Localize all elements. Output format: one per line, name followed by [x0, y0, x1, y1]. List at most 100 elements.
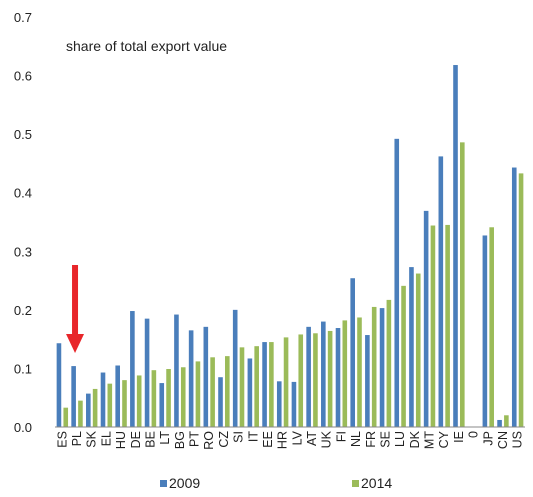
category-label: CY [437, 430, 451, 448]
bar-2014-EE [269, 342, 274, 427]
category-label: IT [246, 431, 260, 442]
bar-2009-ES [56, 343, 62, 427]
bar-2009-IT [247, 358, 253, 427]
bar-2014-FI [342, 320, 348, 427]
category-label: PL [70, 431, 84, 446]
bar-2009-SI [232, 309, 238, 427]
bar-2009-US [511, 167, 517, 427]
bar-2009-BE [144, 318, 150, 427]
y-tick-label: 0.4 [14, 186, 32, 201]
y-tick-label: 0.7 [14, 10, 32, 25]
arrow-shaft [72, 265, 79, 335]
y-tick-label: 0.2 [14, 303, 32, 318]
bar-2009-IE [453, 65, 458, 428]
category-label: HR [276, 431, 290, 449]
bar-2014-BG [180, 367, 186, 427]
bars [56, 65, 524, 428]
bar-2009-AT [306, 326, 311, 427]
category-label: JP [481, 431, 495, 446]
annotation-text: share of total export value [66, 38, 227, 54]
bar-2014-PT [195, 361, 201, 427]
category-label: NL [349, 431, 363, 447]
bar-2014-FR [371, 306, 377, 427]
bar-2009-SE [379, 308, 385, 427]
bar-2014-IT [254, 346, 259, 427]
bar-2009-EL [100, 372, 106, 427]
category-label: MT [423, 431, 437, 449]
bar-2014-PL [78, 400, 83, 427]
bar-2014-SI [239, 347, 245, 427]
y-tick-label: 0.3 [14, 244, 32, 259]
bar-2014-CZ [225, 356, 230, 427]
bar-2014-IE [460, 142, 465, 428]
bar-2014-MT [430, 225, 436, 427]
y-tick-label: 0.5 [14, 127, 32, 142]
bar-2014-SK [92, 388, 98, 427]
bar-2014-US [518, 173, 524, 427]
category-label: CZ [217, 431, 231, 448]
bar-2009-PT [188, 330, 194, 427]
bar-2009-RO [203, 326, 209, 427]
bar-2009-MT [423, 210, 429, 427]
category-label: ES [55, 431, 69, 448]
legend-label-2009: 2009 [169, 475, 200, 491]
category-label: PT [188, 431, 202, 447]
bar-2009-SK [86, 393, 91, 427]
bar-2014-LT [166, 369, 171, 427]
bar-2014-HR [283, 337, 289, 427]
bar-2014-NL [357, 317, 362, 427]
bar-2014-CN [504, 415, 509, 427]
bar-2009-LT [159, 383, 165, 427]
category-label: BE [143, 431, 157, 448]
bar-2009-FR [365, 335, 370, 427]
y-axis: 0.0 0.1 0.2 0.3 0.4 0.5 0.6 0.7 [14, 10, 32, 435]
bar-2009-HR [276, 381, 282, 427]
bar-2014-BE [151, 370, 157, 427]
category-label: 0 [467, 431, 481, 438]
category-label: DE [129, 431, 143, 448]
category-labels: ES PL SK EL HU DE BE LT BG PT RO CZ SI IT EE HR LV AT UK FI… [55, 430, 524, 449]
bar-2014-DK [415, 273, 421, 427]
bar-2014-CY [445, 224, 450, 427]
category-label: EL [99, 431, 113, 446]
bar-2014-UK [327, 330, 333, 427]
bar-2009-DK [409, 267, 414, 427]
bar-2009-CZ [218, 377, 223, 427]
category-label: BG [173, 431, 187, 449]
bar-2009-EE [262, 342, 267, 427]
bar-2014-RO [210, 357, 215, 427]
red-arrow-icon [66, 265, 85, 353]
category-label: CN [496, 431, 510, 449]
arrow-head [66, 334, 85, 353]
bar-2014-LU [401, 285, 406, 427]
y-tick-label: 0.6 [14, 69, 32, 84]
category-label: FI [334, 431, 348, 442]
y-tick-label: 0.1 [14, 361, 32, 376]
category-label: SE [378, 431, 392, 448]
bar-2014-AT [313, 333, 318, 427]
bar-2014-JP [489, 227, 494, 427]
category-label: FR [364, 431, 378, 448]
bar-2009-UK [321, 321, 326, 427]
category-label: SI [232, 431, 246, 443]
bar-2014-SE [386, 299, 392, 427]
bar-2014-ES [63, 407, 69, 427]
category-label: AT [305, 431, 319, 446]
legend-label-2014: 2014 [361, 475, 392, 491]
category-label: IE [452, 431, 466, 443]
category-label: UK [320, 430, 334, 448]
bar-2009-DE [130, 311, 135, 427]
bar-2009-LV [291, 381, 297, 427]
category-label: LT [158, 431, 172, 445]
bar-2009-LU [394, 138, 400, 428]
bar-2009-NL [350, 278, 355, 427]
category-label: HU [114, 431, 128, 449]
bar-2009-HU [115, 365, 120, 427]
bar-2009-CN [497, 419, 502, 427]
category-label: LV [290, 430, 304, 445]
bar-2009-PL [71, 366, 76, 427]
bar-2009-CY [438, 156, 444, 427]
y-tick-label: 0.0 [14, 420, 32, 435]
legend: 2009 2014 [160, 475, 392, 491]
